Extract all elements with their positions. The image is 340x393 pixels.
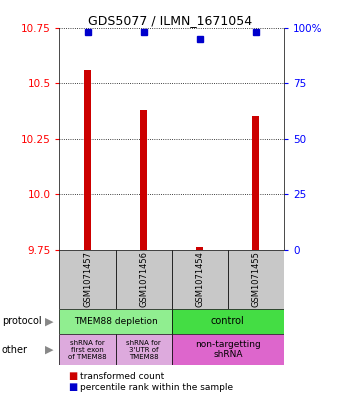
- Text: TMEM88 depletion: TMEM88 depletion: [74, 317, 157, 326]
- Text: control: control: [211, 316, 245, 326]
- Text: ■: ■: [68, 371, 77, 381]
- Bar: [172, 250, 228, 309]
- Text: shRNA for
first exon
of TMEM88: shRNA for first exon of TMEM88: [68, 340, 107, 360]
- Text: GSM1071455: GSM1071455: [251, 251, 260, 307]
- Text: other: other: [2, 345, 28, 355]
- Bar: [84, 70, 91, 250]
- Bar: [59, 309, 172, 334]
- Bar: [196, 247, 203, 250]
- Bar: [59, 334, 116, 365]
- Text: GSM1071457: GSM1071457: [83, 251, 92, 307]
- Bar: [228, 250, 284, 309]
- Text: transformed count: transformed count: [80, 372, 164, 380]
- Text: GSM1071454: GSM1071454: [195, 251, 204, 307]
- Text: ▶: ▶: [45, 316, 54, 326]
- Text: GSM1071456: GSM1071456: [139, 251, 148, 307]
- Bar: [116, 334, 172, 365]
- Bar: [140, 110, 147, 250]
- Text: ▶: ▶: [45, 345, 54, 355]
- Text: shRNA for
3'UTR of
TMEM88: shRNA for 3'UTR of TMEM88: [126, 340, 161, 360]
- Text: protocol: protocol: [2, 316, 41, 326]
- Text: ■: ■: [68, 382, 77, 392]
- Bar: [172, 334, 284, 365]
- Bar: [59, 250, 116, 309]
- Text: GDS5077 / ILMN_1671054: GDS5077 / ILMN_1671054: [88, 14, 252, 27]
- Text: percentile rank within the sample: percentile rank within the sample: [80, 383, 233, 391]
- Bar: [252, 116, 259, 250]
- Text: non-targetting
shRNA: non-targetting shRNA: [195, 340, 261, 360]
- Bar: [172, 309, 284, 334]
- Bar: [116, 250, 172, 309]
